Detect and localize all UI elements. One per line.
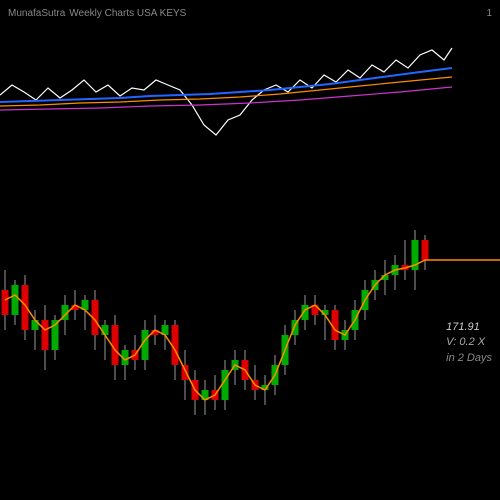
- line-series-orange: [0, 77, 452, 106]
- chart-title: Weekly Charts USA KEYS: [69, 8, 186, 19]
- days-label: in 2 Days: [446, 351, 492, 366]
- candle-body: [182, 365, 189, 380]
- indicator-panel: [0, 30, 500, 200]
- last-price: 171.91: [446, 320, 492, 335]
- candle-body: [42, 320, 49, 350]
- chart-header: MunafaSutra Weekly Charts USA KEYS 1: [8, 8, 492, 19]
- page-indicator: 1: [486, 8, 492, 19]
- line-series-blue: [0, 68, 452, 102]
- price-info-box: 171.91 V: 0.2 X in 2 Days: [446, 320, 492, 366]
- brand-label: MunafaSutra: [8, 8, 65, 19]
- price-panel: [0, 220, 500, 480]
- line-series-magenta: [0, 87, 452, 110]
- candle-body: [12, 285, 19, 315]
- candle-body: [422, 240, 429, 260]
- volume-label: V: 0.2 X: [446, 335, 492, 350]
- candle-body: [2, 290, 9, 315]
- candlestick-chart: [0, 220, 500, 480]
- line-series-white: [0, 48, 452, 135]
- moving-average-line: [5, 260, 455, 400]
- indicator-chart: [0, 30, 500, 200]
